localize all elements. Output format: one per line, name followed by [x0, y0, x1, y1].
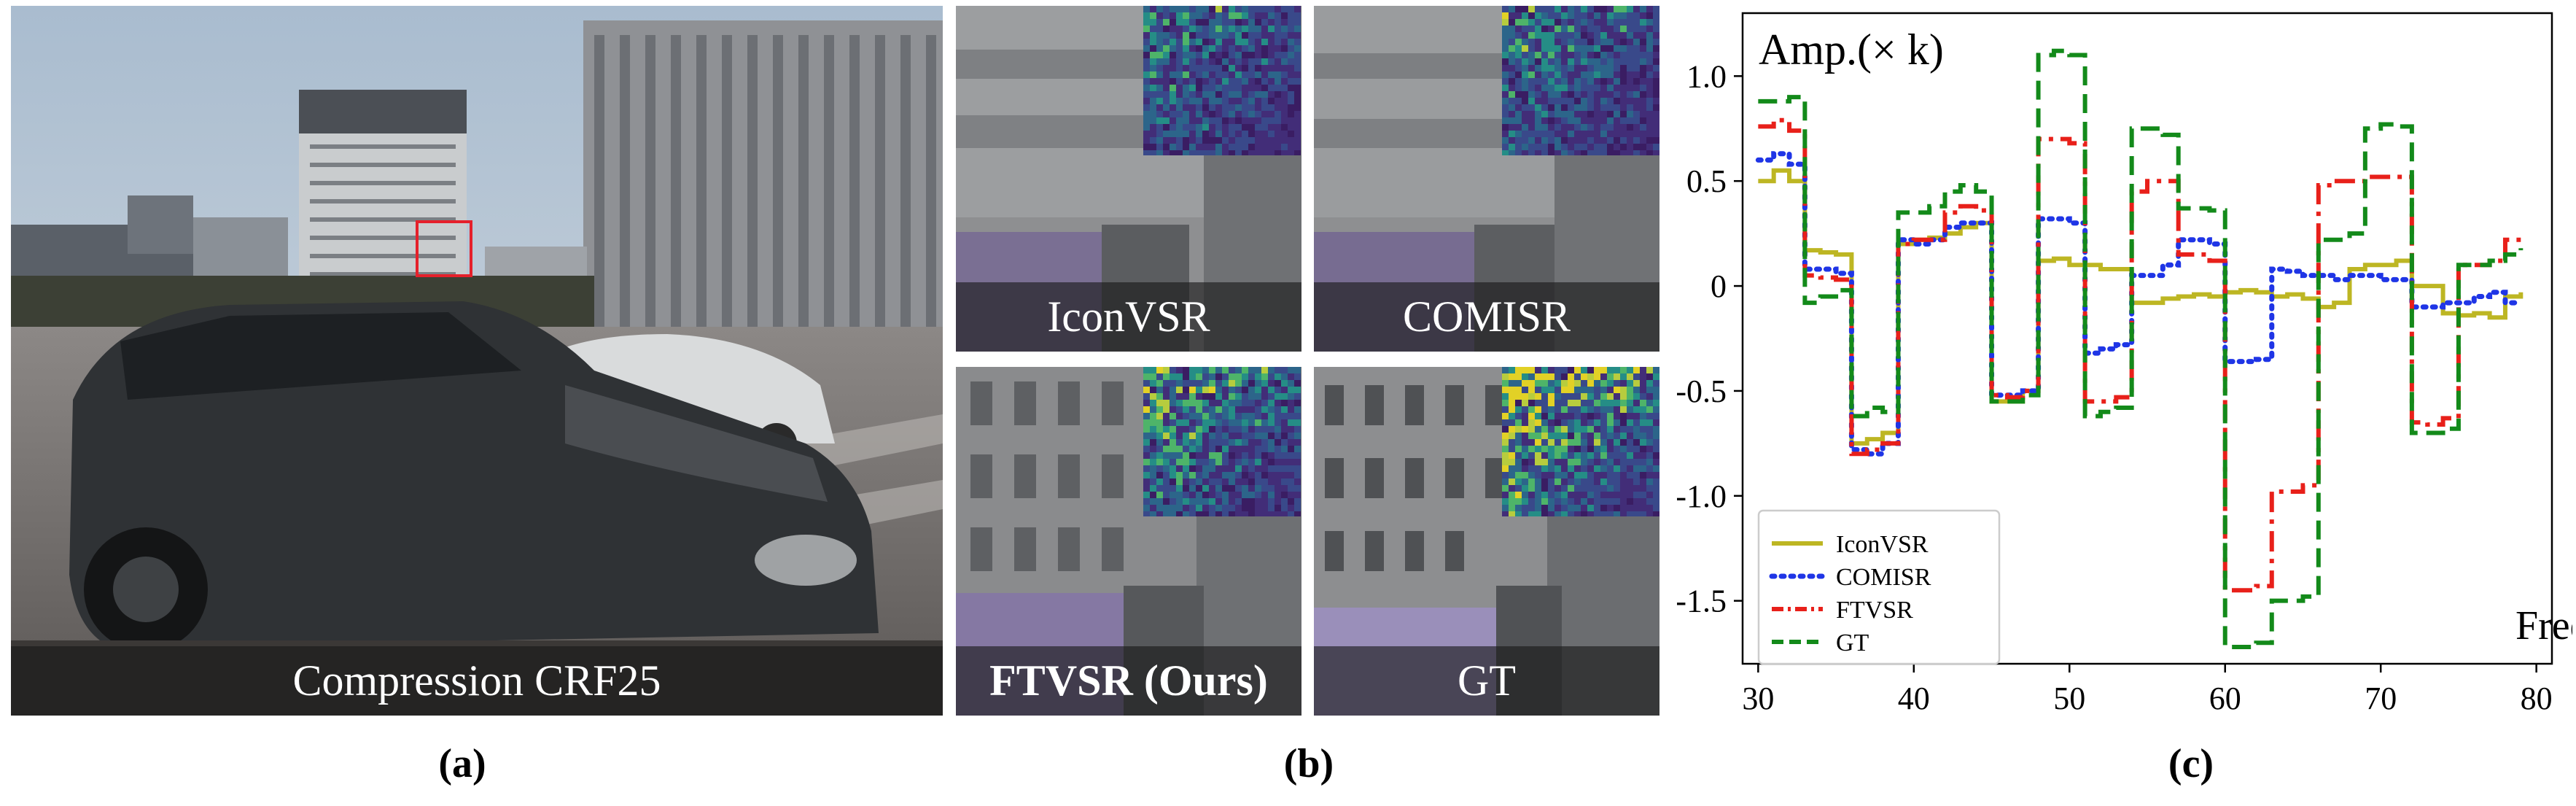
- legend-entry-label: COMISR: [1836, 564, 1931, 591]
- tile-comisr: COMISR: [1314, 6, 1659, 352]
- series-line-comisr: [1755, 151, 2524, 457]
- tile-caption: GT: [1314, 646, 1659, 716]
- panel-b-label: (b): [1283, 741, 1334, 786]
- legend-entry-label: GT: [1836, 629, 1869, 656]
- tile-caption: IconVSR: [956, 282, 1301, 352]
- legend-entry-label: IconVSR: [1836, 531, 1929, 558]
- y-tick-label: 0: [1711, 268, 1727, 304]
- tile-caption: COMISR: [1314, 282, 1659, 352]
- series-line-gt: [1758, 48, 2524, 649]
- y-tick-label: 1.0: [1686, 58, 1727, 94]
- legend: IconVSR COMISR FTVSR GT: [1757, 509, 2001, 665]
- panel-a-photo: Compression CRF25: [11, 6, 943, 716]
- amplitude-frequency-chart: 30 40 50 60 70 80 1.0 0.5 0 -0.5 -1.0 -1.5 Amp.(× k…: [1676, 12, 2572, 716]
- x-tick-label: 50: [2053, 681, 2085, 716]
- tile-gt: GT: [1314, 367, 1659, 716]
- tile-iconvsr: IconVSR: [956, 6, 1301, 352]
- y-tick-label: -0.5: [1676, 373, 1727, 409]
- legend-box: [1757, 509, 2001, 665]
- panel-a-label: (a): [438, 741, 486, 786]
- spectrum-inset: [1502, 6, 1659, 155]
- y-axis-label: Amp.(× k): [1759, 26, 1944, 74]
- x-axis-label: Freq.: [2515, 603, 2572, 648]
- x-tick-label: 70: [2365, 681, 2397, 716]
- x-tick-label: 80: [2521, 681, 2553, 716]
- y-tick-label: -1.5: [1676, 584, 1727, 619]
- y-tick-label: 0.5: [1686, 163, 1727, 199]
- spectrum-inset: [1502, 367, 1659, 516]
- spectrum-inset: [1143, 367, 1301, 516]
- street-scene-image: [11, 6, 943, 716]
- highlight-box: [416, 220, 472, 277]
- series-lines: [1755, 48, 2524, 649]
- x-tick-label: 60: [2209, 681, 2241, 716]
- series-line-iconvsr: [1758, 168, 2524, 446]
- axis-ticks: 30 40 50 60 70 80 1.0 0.5 0 -0.5 -1.0 -1.5: [1676, 58, 2552, 716]
- tile-ftvsr: FTVSR (Ours): [956, 367, 1301, 716]
- y-tick-label: -1.0: [1676, 478, 1727, 514]
- panel-c-label: (c): [2168, 741, 2214, 786]
- spectrum-inset: [1143, 6, 1301, 155]
- panel-a-caption: Compression CRF25: [11, 646, 943, 716]
- tile-caption: FTVSR (Ours): [956, 646, 1301, 716]
- x-tick-label: 40: [1898, 681, 1930, 716]
- series-line-ftvsr: [1758, 117, 2521, 593]
- legend-entry-label: FTVSR: [1836, 597, 1913, 624]
- x-tick-label: 30: [1742, 681, 1774, 716]
